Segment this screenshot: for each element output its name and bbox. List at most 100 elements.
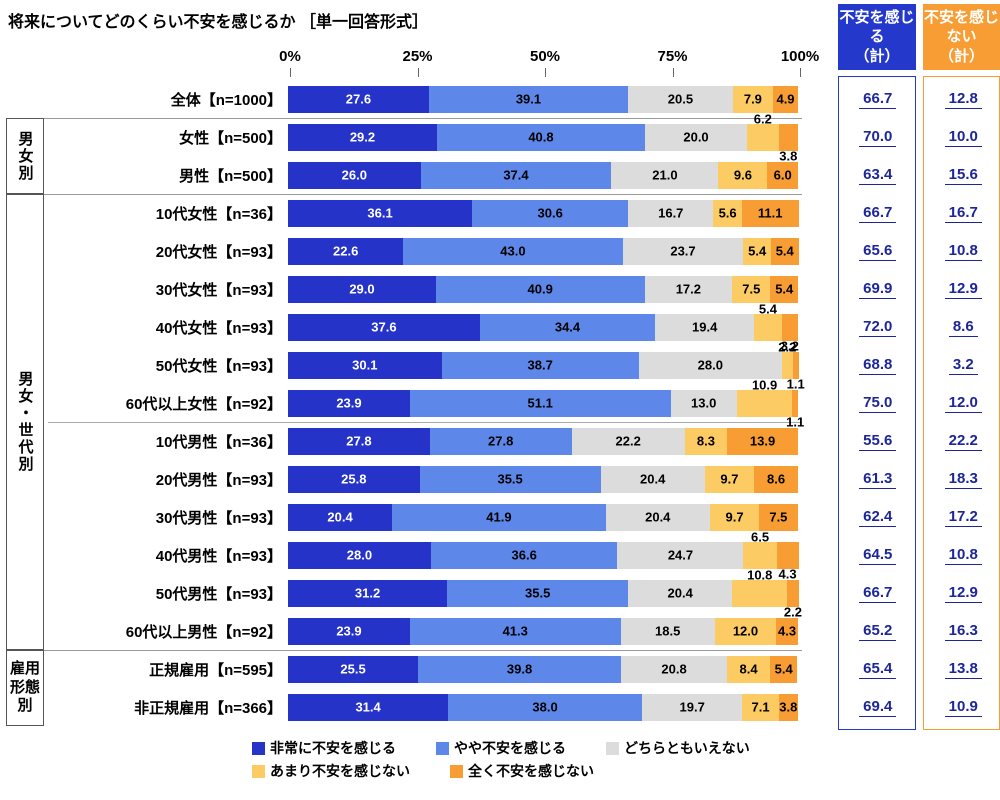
stacked-bar: 22.6 43.0 23.7 5.4 5.4 [288, 237, 799, 265]
segment-value-label: 37.4 [503, 167, 529, 183]
legend-line-1: 非常に不安を感じる やや不安を感じる どちらともいえない [252, 738, 750, 758]
segment-value-label: 17.2 [675, 281, 702, 297]
bar-segment: 20.4 [628, 579, 733, 607]
bar-segment: 9.6 [718, 161, 768, 189]
group-divider [6, 650, 802, 651]
chart-row: 男性【n=500】 26.0 37.4 21.0 9.6 6.0 63.4 15.6 [0, 156, 1000, 194]
bar-segment: 38.0 [448, 693, 642, 721]
segment-value-label: 31.4 [355, 699, 381, 715]
chart-row: 全体【n=1000】 27.6 39.1 20.5 7.9 4.9 66.7 12.8 [0, 80, 1000, 118]
legend-item: どちらともいえない [606, 738, 750, 758]
bar-segment: 27.8 [288, 427, 430, 455]
bar-segment: 7.5 [759, 503, 798, 531]
segment-value-label: 20.4 [327, 509, 353, 525]
not-anxious-total-value: 12.9 [927, 280, 1000, 299]
bar-segment: 5.4 [770, 237, 799, 265]
segment-value-label: 22.6 [333, 243, 359, 259]
bar-segment: 7.5 [732, 275, 771, 303]
row-label: 女性【n=500】 [179, 129, 283, 147]
anxious-total-value: 69.4 [840, 698, 915, 717]
bar-segment: 17.2 [644, 275, 733, 303]
bar-segment: 39.1 [428, 85, 629, 113]
segment-value-label: 20.5 [667, 91, 694, 107]
segment-value-label: 41.9 [486, 509, 512, 525]
bar-segment: 3.8 [778, 693, 798, 721]
not-anxious-total-value: 12.0 [927, 394, 1000, 413]
segment-value-label: 2.2 [778, 339, 797, 354]
not-anxious-total-number: 12.0 [944, 394, 982, 413]
anxious-total-value: 68.8 [840, 356, 915, 375]
segment-value-label: 6.5 [750, 529, 770, 544]
bar-segment: 31.4 [288, 693, 449, 721]
chart-row: 10代男性【n=36】 27.8 27.8 22.2 8.3 13.9 55.6 22.2 [0, 422, 1000, 460]
not-anxious-total-value: 17.2 [927, 508, 1000, 527]
legend-item: あまり不安を感じない [252, 761, 410, 781]
segment-value-label: 5.4 [748, 243, 767, 259]
legend-label: どちらともいえない [624, 740, 750, 756]
anxious-total-value: 61.3 [840, 470, 915, 489]
anxious-total-number: 65.2 [859, 622, 897, 641]
bar-segment: 23.9 [288, 617, 410, 645]
segment-value-label: 23.9 [336, 623, 362, 639]
legend-item: やや不安を感じる [436, 738, 566, 758]
segment-value-label: 9.6 [733, 167, 752, 183]
chart-row: 30代男性【n=93】 20.4 41.9 20.4 9.7 7.5 62.4 17.2 [0, 498, 1000, 536]
not-anxious-total-value: 10.8 [927, 242, 1000, 261]
segment-value-label: 35.5 [525, 585, 551, 601]
bar-segment: 5.4 [769, 655, 798, 683]
not-anxious-total-number: 18.3 [944, 470, 982, 489]
bar-segment: 13.0 [670, 389, 737, 417]
segment-value-label: 4.3 [778, 566, 797, 581]
bar-segment: 10.9 [736, 377, 793, 417]
bar-segment: 7.1 [742, 693, 779, 721]
segment-value-label: 20.0 [683, 129, 709, 145]
bar-segment: 29.2 [288, 123, 437, 151]
row-label: 50代女性【n=93】 [155, 357, 283, 375]
bar-segment: 11.1 [741, 199, 799, 227]
segment-value-label: 5.4 [775, 281, 794, 297]
legend-label: 非常に不安を感じる [270, 740, 396, 756]
bar-segment: 24.7 [617, 541, 744, 569]
anxious-total-number: 64.5 [859, 546, 897, 565]
group-divider [6, 194, 802, 195]
row-label: 40代女性【n=93】 [155, 319, 283, 337]
chart-row: 正規雇用【n=595】 25.5 39.8 20.8 8.4 5.4 65.4 13.8 [0, 650, 1000, 688]
not-anxious-total-number: 16.3 [944, 622, 982, 641]
bar-segment: 20.0 [645, 123, 748, 151]
bar-segment: 4.3 [776, 541, 799, 581]
segment-value-label: 3.8 [779, 699, 798, 715]
segment-value-label: 27.8 [488, 433, 514, 449]
segment-value-label: 10.8 [747, 567, 773, 582]
anxious-total-number: 61.3 [859, 470, 897, 489]
anxious-total-value: 65.2 [840, 622, 915, 641]
row-label: 60代以上女性【n=92】 [125, 395, 283, 413]
not-anxious-total-value: 18.3 [927, 470, 1000, 489]
bar-segment: 20.8 [621, 655, 728, 683]
not-anxious-total-number: 12.9 [944, 584, 982, 603]
segment-value-label: 40.9 [527, 281, 553, 297]
segment-value-label: 13.0 [691, 395, 717, 411]
bar-segment: 36.6 [430, 541, 618, 569]
anxious-total-value: 69.9 [840, 280, 915, 299]
chart-row: 60代以上女性【n=92】 23.9 51.1 13.0 10.9 1.1 75.0 12.0 [0, 377, 1000, 429]
not-anxious-total-value: 12.9 [927, 584, 1000, 603]
axis-tick-label: 75% [657, 48, 688, 65]
stacked-bar: 20.4 41.9 20.4 9.7 7.5 [288, 503, 798, 531]
bar-segment: 41.9 [392, 503, 606, 531]
segment-value-label: 26.0 [341, 167, 367, 183]
not-anxious-total-number: 15.6 [944, 166, 982, 185]
not-anxious-total-value: 16.3 [927, 622, 1000, 641]
segment-value-label: 3.8 [779, 148, 798, 163]
segment-value-label: 23.9 [336, 395, 362, 411]
segment-value-label: 11.1 [757, 205, 783, 221]
segment-value-label: 9.7 [720, 471, 739, 487]
segment-value-label: 37.6 [371, 319, 397, 335]
chart-row: 40代女性【n=93】 37.6 34.4 19.4 5.4 3.2 72.0 8.6 [0, 301, 1000, 353]
segment-value-label: 28.0 [346, 547, 373, 563]
axis-tick-label: 50% [529, 48, 561, 65]
bar-segment: 5.4 [754, 301, 782, 341]
legend-label: 全く不安を感じない [468, 763, 594, 779]
row-label: 60代以上男性【n=92】 [125, 623, 283, 641]
segment-value-label: 16.7 [658, 205, 684, 221]
not-anxious-total-number: 22.2 [944, 432, 982, 451]
